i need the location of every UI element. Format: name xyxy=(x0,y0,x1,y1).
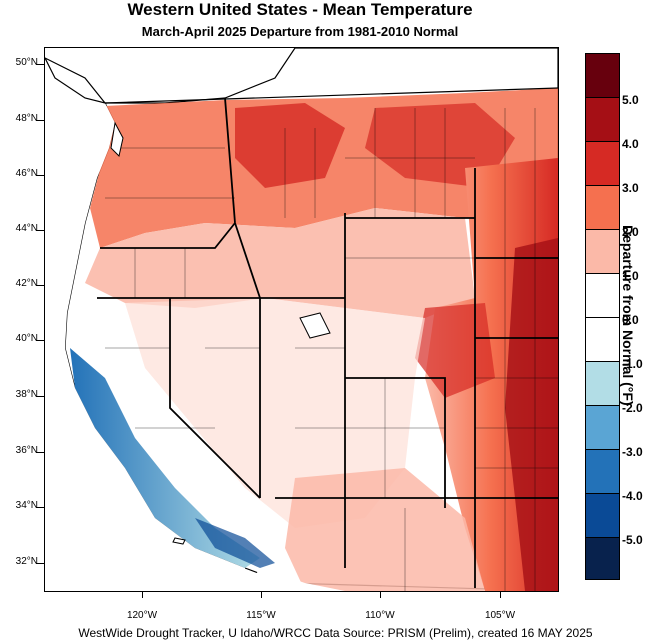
lat-tick xyxy=(36,563,44,564)
lat-tick xyxy=(36,230,44,231)
lat-tick xyxy=(36,452,44,453)
legend-swatch xyxy=(586,406,619,450)
lat-label-36: 36°N xyxy=(15,445,38,456)
lat-label-42: 42°N xyxy=(15,278,38,289)
lon-label-120: 120°W xyxy=(126,610,158,621)
legend-label: 1.0 xyxy=(622,269,639,283)
legend-swatch xyxy=(586,318,619,362)
lat-label-40: 40°N xyxy=(15,333,38,344)
legend-swatch xyxy=(586,186,619,230)
northern-rockies-patch xyxy=(235,103,345,188)
lat-tick xyxy=(36,64,44,65)
lat-tick xyxy=(36,120,44,121)
lon-tick xyxy=(261,591,262,598)
canada-border xyxy=(104,87,558,104)
lat-tick xyxy=(36,507,44,508)
legend-label: -1.0 xyxy=(622,357,643,371)
lon-label-105: 105°W xyxy=(484,610,516,621)
great-basin-mild-region xyxy=(125,298,425,528)
pacific-ocean xyxy=(45,48,245,591)
legend-label: 4.0 xyxy=(622,137,639,151)
lat-label-32: 32°N xyxy=(15,556,38,567)
lat-label-44: 44°N xyxy=(15,223,38,234)
lat-label-50: 50°N xyxy=(15,57,38,68)
lon-tick xyxy=(500,591,501,598)
legend-label: 5.0 xyxy=(622,93,639,107)
legend-swatch xyxy=(586,274,619,318)
plains-hot-core xyxy=(505,238,558,591)
lat-tick xyxy=(36,175,44,176)
lat-label-48: 48°N xyxy=(15,113,38,124)
channel-island xyxy=(172,537,186,545)
legend-swatch xyxy=(586,494,619,538)
legend-label: 0.0 xyxy=(622,313,639,327)
county-boundaries xyxy=(105,108,558,591)
lon-label-115: 115°W xyxy=(246,610,276,621)
lat-label-46: 46°N xyxy=(15,168,38,179)
legend-swatch xyxy=(586,538,619,579)
legend-label: -2.0 xyxy=(622,401,643,415)
legend-label: -5.0 xyxy=(622,533,643,547)
lat-tick xyxy=(36,396,44,397)
data-source-footer: WestWide Drought Tracker, U Idaho/WRCC D… xyxy=(78,626,593,640)
great-salt-lake xyxy=(299,312,331,339)
map-title: Western United States - Mean Temperature xyxy=(127,0,473,19)
lon-tick xyxy=(380,591,381,598)
legend-swatch xyxy=(586,230,619,274)
legend-title: Departure from Normal (°F) xyxy=(620,225,636,406)
legend-swatch xyxy=(586,362,619,406)
california-coast-cool-region xyxy=(70,348,260,568)
puget-sound xyxy=(110,121,124,157)
legend-swatch xyxy=(586,142,619,186)
map-subtitle: March-April 2025 Departure from 1981-201… xyxy=(141,24,459,39)
lon-label-110: 110°W xyxy=(365,610,395,621)
legend-swatch xyxy=(586,54,619,98)
legend-label: -4.0 xyxy=(622,489,643,503)
lon-tick xyxy=(142,591,143,598)
lat-tick xyxy=(36,285,44,286)
map-panel xyxy=(44,47,559,592)
vancouver-island xyxy=(45,57,107,105)
southern-california-cool-patch xyxy=(195,518,275,568)
legend-label: -3.0 xyxy=(622,445,643,459)
lat-label-38: 38°N xyxy=(15,389,38,400)
temperature-departure-map xyxy=(45,48,558,591)
legend-label: 2.0 xyxy=(622,225,639,239)
legend-swatch xyxy=(586,98,619,142)
legend-colorbar xyxy=(585,53,620,580)
mexico-area xyxy=(245,568,345,591)
lat-tick xyxy=(36,340,44,341)
idaho-wyoming-mild-region xyxy=(85,208,475,318)
lat-label-34: 34°N xyxy=(15,500,38,511)
legend-swatch xyxy=(586,450,619,494)
legend-label: 3.0 xyxy=(622,181,639,195)
